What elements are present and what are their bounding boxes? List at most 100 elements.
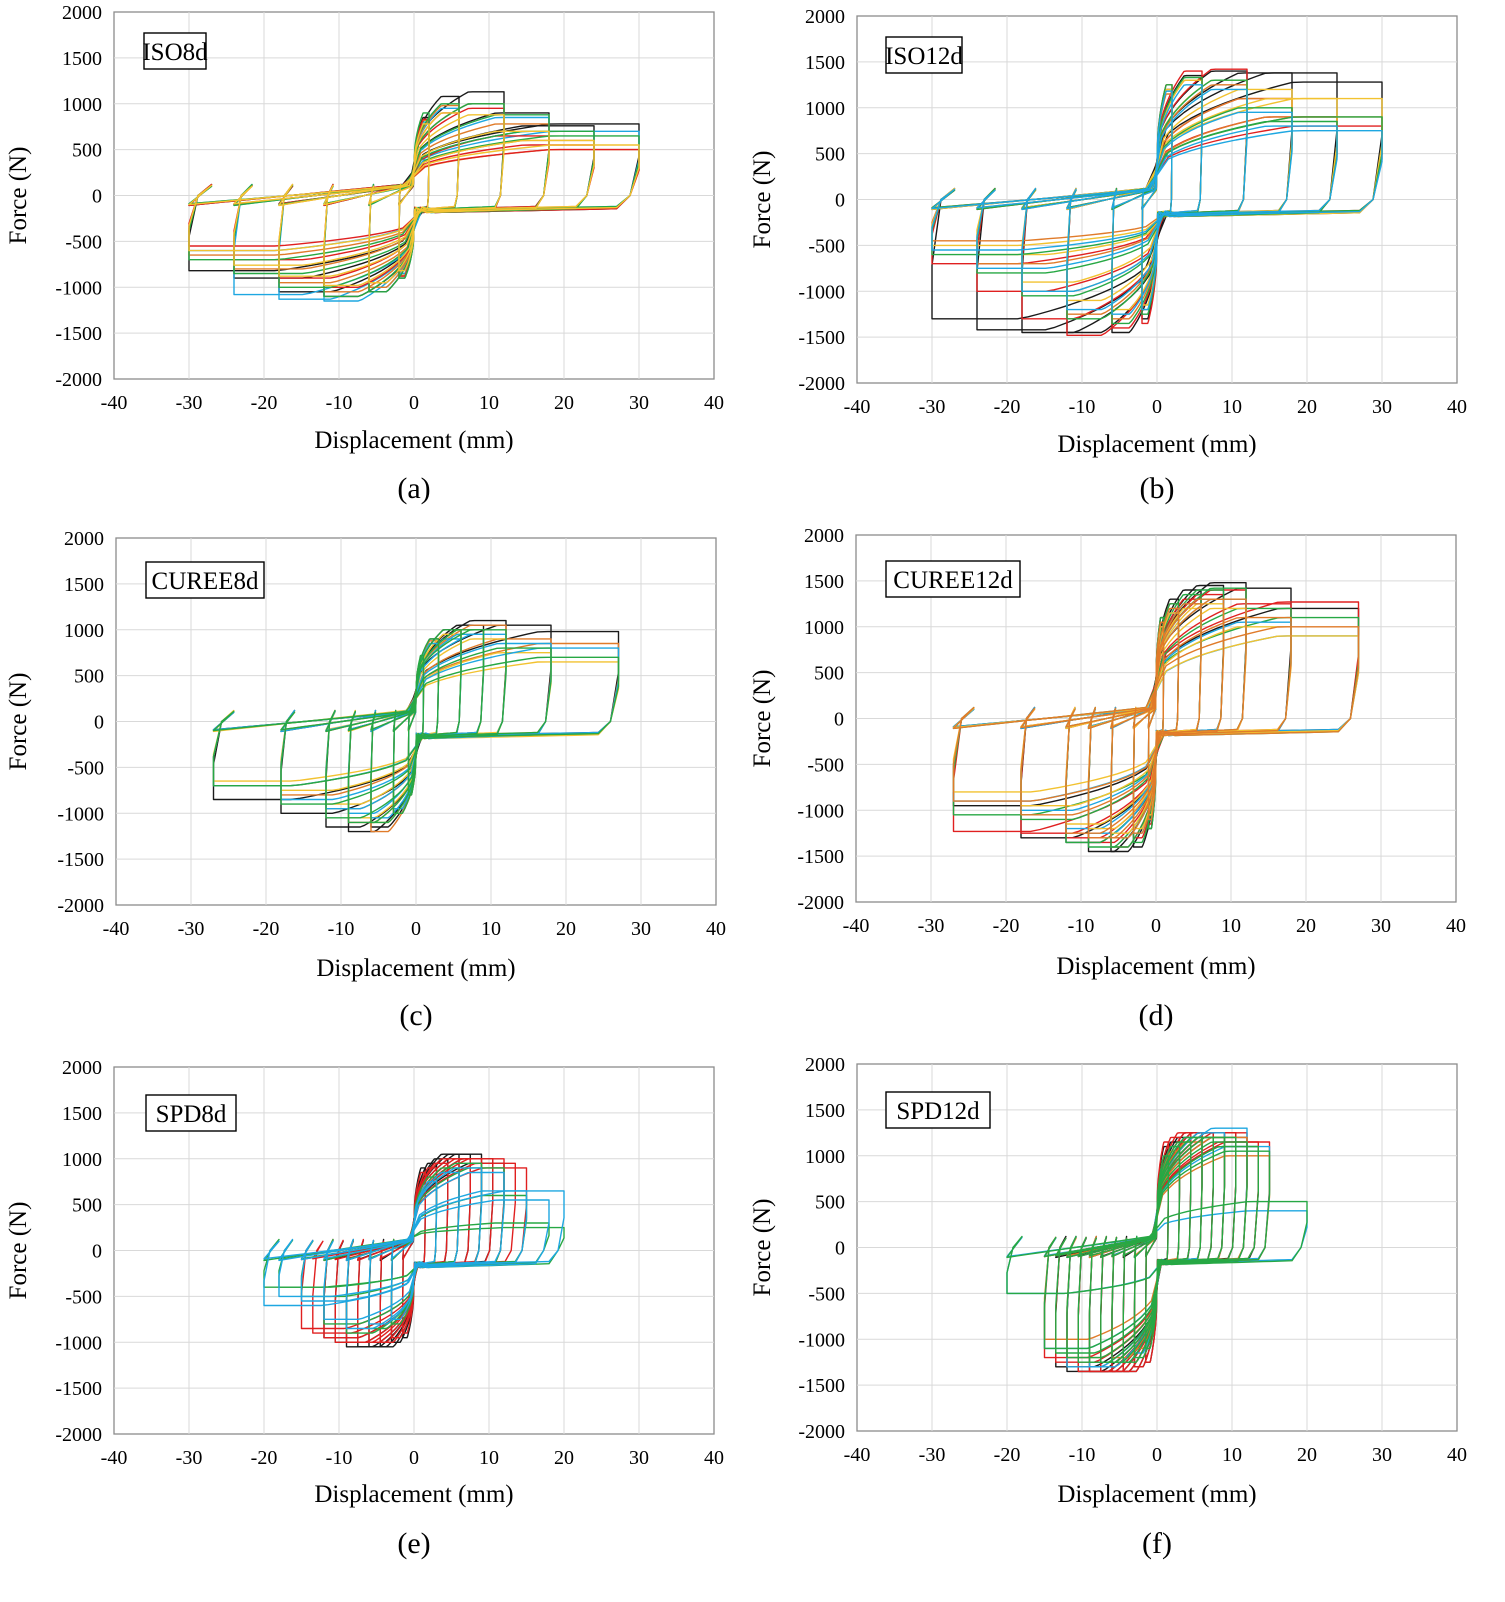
specimen-tag: ISO8d (142, 39, 208, 66)
hysteresis-loop (1043, 1150, 1271, 1350)
y-tick-label: 2000 (64, 528, 104, 550)
x-axis-label: Displacement (mm) (1057, 1481, 1256, 1508)
y-axis-label: Force (N) (749, 1199, 776, 1297)
y-tick-label: -2000 (798, 373, 845, 395)
x-tick-label: -10 (1069, 1444, 1096, 1466)
hysteresis-loop (280, 647, 552, 805)
x-tick-label: 10 (1221, 915, 1241, 937)
x-tick-label: 30 (1371, 915, 1391, 937)
y-tick-label: -1500 (797, 846, 844, 868)
y-tick-label: -1500 (798, 327, 845, 349)
hysteresis-loop (233, 139, 595, 266)
panel-caption: (c) (399, 999, 432, 1032)
specimen-tag-box (145, 1094, 237, 1132)
y-tick-label: 0 (835, 1238, 845, 1260)
x-tick-label: -20 (251, 1447, 278, 1469)
chart-a: -40 -30 -20 -10 0 10 20 30 40 2000 1500 1000 500 0 -50… (5, 2, 724, 505)
y-tick-label: -2000 (55, 1424, 102, 1446)
x-tick-label: -30 (178, 918, 205, 940)
hysteresis-loop (1055, 1145, 1259, 1354)
y-tick-label: 1500 (62, 1103, 102, 1125)
specimen-tag-box (885, 36, 963, 74)
y-tick-label: 2000 (804, 525, 844, 547)
y-tick-label: 2000 (62, 1057, 102, 1079)
series-6 (188, 112, 640, 287)
x-tick-label: 10 (479, 392, 499, 414)
x-tick-label: -10 (326, 392, 353, 414)
x-tick-label: 40 (704, 1447, 724, 1469)
panel-caption: (a) (397, 472, 430, 505)
y-tick-label: -500 (807, 754, 844, 776)
y-tick-label: -1000 (798, 281, 845, 303)
x-tick-label: 0 (1151, 915, 1161, 937)
y-tick-label: 1500 (805, 1100, 845, 1122)
y-tick-label: -2000 (798, 1421, 845, 1443)
hysteresis-loop (368, 112, 460, 284)
specimen-tag: SPD8d (156, 1101, 227, 1128)
x-tick-label: -40 (844, 396, 871, 418)
hysteresis-loop (379, 1162, 449, 1343)
hysteresis-loop (1145, 1155, 1169, 1350)
y-tick-label: 2000 (805, 1054, 845, 1076)
y-tick-label: -1500 (57, 849, 104, 871)
y-axis-label: Force (N) (5, 147, 32, 245)
series-6 (931, 84, 1383, 315)
x-tick-label: -20 (253, 918, 280, 940)
y-tick-label: -500 (67, 757, 104, 779)
specimen-tag-box (145, 561, 265, 599)
y-tick-label: 500 (814, 663, 844, 685)
x-tick-label: -40 (843, 915, 870, 937)
x-tick-label: -40 (101, 392, 128, 414)
hysteresis-loop (212, 656, 620, 787)
y-tick-label: 1000 (62, 94, 102, 116)
y-tick-label: -500 (65, 231, 102, 253)
x-tick-label: 10 (1222, 1444, 1242, 1466)
x-tick-label: 10 (1222, 396, 1242, 418)
x-tick-label: 0 (409, 392, 419, 414)
y-tick-label: -1000 (55, 1332, 102, 1354)
x-tick-label: 30 (1372, 396, 1392, 418)
x-axis-label: Displacement (mm) (316, 955, 515, 982)
y-tick-label: -500 (808, 1283, 845, 1305)
x-tick-label: 40 (1447, 396, 1467, 418)
specimen-tag-box (885, 560, 1021, 598)
x-tick-label: 20 (556, 918, 576, 940)
x-axis-label: Displacement (mm) (1056, 953, 1255, 980)
x-axis-label: Displacement (mm) (1057, 431, 1256, 458)
y-tick-label: 1000 (62, 1149, 102, 1171)
x-tick-label: -30 (176, 1447, 203, 1469)
panel-caption: (e) (397, 1527, 430, 1560)
chart-f: -40 -30 -20 -10 0 10 20 30 40 2000 1500 1000 500 0 -50… (749, 1054, 1467, 1560)
series-5 (212, 629, 620, 824)
hysteresis-loop (1065, 598, 1247, 834)
y-tick-label: 2000 (62, 2, 102, 24)
y-tick-label: -2000 (55, 369, 102, 391)
y-tick-label: 0 (834, 709, 844, 731)
x-axis-label: Displacement (mm) (314, 427, 513, 454)
x-tick-label: 20 (1297, 396, 1317, 418)
chart-d: -40 -30 -20 -10 0 10 20 30 40 2000 1500 1000 500 0 -50… (749, 525, 1466, 1032)
y-tick-label: 500 (72, 1195, 102, 1217)
x-tick-label: -30 (918, 915, 945, 937)
x-tick-label: 20 (1296, 915, 1316, 937)
hysteresis-loop (1006, 1200, 1308, 1295)
chart-c: -40 -30 -20 -10 0 10 20 30 40 2000 1500 1000 500 0 -50… (5, 528, 726, 1032)
chart-e: -40 -30 -20 -10 0 10 20 30 40 2000 1500 1000 500 0 -50… (5, 1057, 724, 1560)
y-axis-label: Force (N) (5, 1202, 32, 1300)
hysteresis-loop (1111, 84, 1203, 315)
x-tick-label: 10 (481, 918, 501, 940)
y-axis-label: Force (N) (749, 670, 776, 768)
x-tick-label: 0 (1152, 396, 1162, 418)
hysteresis-loop (390, 1181, 438, 1320)
x-tick-label: -20 (994, 396, 1021, 418)
y-tick-label: 1000 (805, 1146, 845, 1168)
x-tick-label: 40 (1447, 1444, 1467, 1466)
x-tick-label: 10 (479, 1447, 499, 1469)
x-tick-label: 30 (1372, 1444, 1392, 1466)
x-tick-label: 40 (706, 918, 726, 940)
y-tick-label: 1500 (805, 52, 845, 74)
x-tick-label: 20 (554, 1447, 574, 1469)
x-tick-label: -30 (919, 396, 946, 418)
hysteresis-loop (188, 144, 640, 252)
hysteresis-loop (976, 125, 1338, 269)
